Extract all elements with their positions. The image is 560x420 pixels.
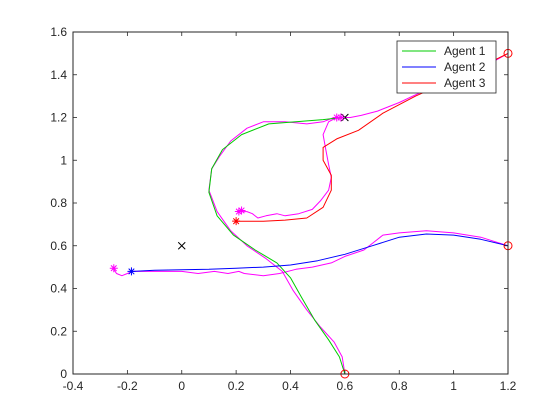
legend-label-agent-3: Agent 3 — [444, 76, 486, 90]
series-line-agent-1 — [208, 117, 346, 374]
marker-star-11 — [127, 267, 136, 276]
marker-star-9 — [237, 206, 246, 215]
marker-star-10 — [109, 264, 118, 273]
marker-cross-4 — [177, 241, 186, 250]
y-tick-label: 1.6 — [50, 25, 67, 39]
y-tick-label: 0.2 — [50, 324, 67, 338]
x-tick-label: 0.4 — [282, 379, 299, 393]
y-tick-label: 1 — [60, 153, 67, 167]
y-tick-label: 0.8 — [50, 196, 67, 210]
y-tick-label: 0.4 — [50, 282, 67, 296]
x-tick-label: 0.8 — [391, 379, 408, 393]
series-line-agent-2 — [132, 233, 508, 272]
x-tick-label: 0 — [178, 379, 185, 393]
x-tick-label: 0.2 — [228, 379, 245, 393]
x-tick-label: -0.2 — [117, 379, 138, 393]
magenta-trajectory-3 — [241, 52, 508, 219]
marker-star-6 — [332, 113, 341, 122]
marker-star-8 — [234, 207, 243, 216]
y-tick-label: 0 — [60, 367, 67, 381]
x-tick-label: 0.6 — [337, 379, 354, 393]
y-tick-label: 0.6 — [50, 239, 67, 253]
legend-label-agent-2: Agent 2 — [444, 60, 486, 74]
x-tick-label: 1 — [450, 379, 457, 393]
plot-area: -0.4 -0.2 0 0.2 0.4 0.6 0.8 1 1.2 0 0.2 0.4 0.6 0.8 1 1… — [50, 25, 516, 393]
marker-star-12 — [232, 217, 241, 226]
y-tick-label: 1.2 — [50, 111, 67, 125]
x-tick-label: -0.4 — [63, 379, 84, 393]
legend-label-agent-1: Agent 1 — [444, 44, 486, 58]
x-tick-label: 1.2 — [500, 379, 517, 393]
y-tick-label: 1.4 — [50, 68, 67, 82]
legend: Agent 1 Agent 2 Agent 3 — [396, 40, 497, 94]
marker-star-7 — [336, 113, 345, 122]
